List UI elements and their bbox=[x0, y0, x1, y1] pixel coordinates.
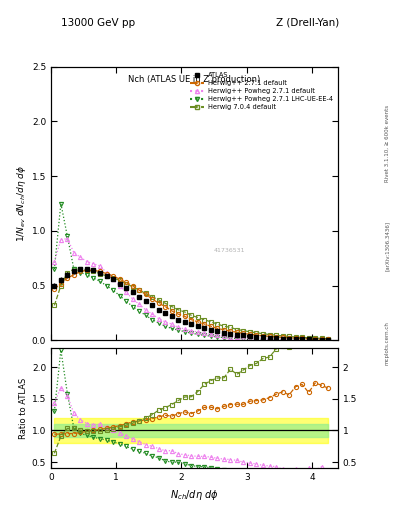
Text: Rivet 3.1.10, ≥ 600k events: Rivet 3.1.10, ≥ 600k events bbox=[385, 105, 389, 182]
Y-axis label: Ratio to ATLAS: Ratio to ATLAS bbox=[19, 378, 28, 439]
Text: Z (Drell-Yan): Z (Drell-Yan) bbox=[275, 18, 339, 28]
Text: 41736531: 41736531 bbox=[213, 248, 245, 252]
Text: mcplots.cern.ch: mcplots.cern.ch bbox=[385, 321, 389, 365]
Text: [arXiv:1306.3436]: [arXiv:1306.3436] bbox=[385, 221, 389, 271]
Y-axis label: $1/N_{ev}\ dN_{ch}/d\eta\ d\phi$: $1/N_{ev}\ dN_{ch}/d\eta\ d\phi$ bbox=[15, 165, 28, 242]
Legend: ATLAS, Herwig++ 2.7.1 default, Herwig++ Powheg 2.7.1 default, Herwig++ Powheg 2.: ATLAS, Herwig++ 2.7.1 default, Herwig++ … bbox=[187, 70, 335, 112]
X-axis label: $N_{ch}/d\eta\ d\phi$: $N_{ch}/d\eta\ d\phi$ bbox=[170, 488, 219, 502]
Text: 13000 GeV pp: 13000 GeV pp bbox=[61, 18, 135, 28]
Text: Nch (ATLAS UE in Z production): Nch (ATLAS UE in Z production) bbox=[129, 75, 261, 84]
